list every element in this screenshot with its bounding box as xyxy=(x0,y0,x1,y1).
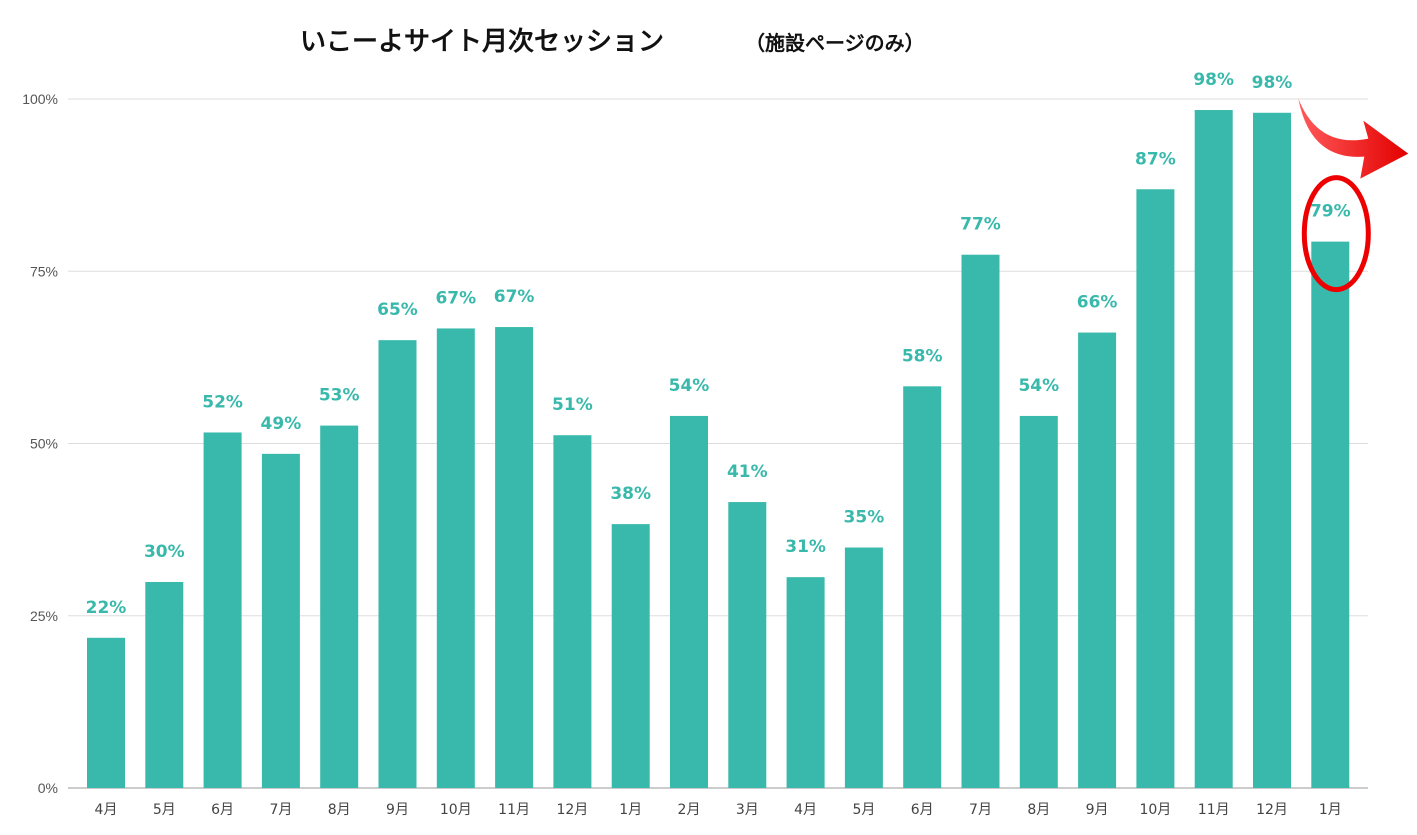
bar xyxy=(436,328,475,788)
data-label: 22% xyxy=(86,598,127,618)
x-tick-label: 9月 xyxy=(1086,802,1109,818)
bar xyxy=(611,524,650,788)
y-tick-label: 25% xyxy=(30,608,58,624)
data-label: 98% xyxy=(1252,73,1293,93)
y-tick-label: 50% xyxy=(30,436,58,452)
data-label: 87% xyxy=(1135,149,1176,169)
x-tick-label: 7月 xyxy=(269,802,292,818)
x-tick-label: 6月 xyxy=(911,802,934,818)
x-tick-label: 5月 xyxy=(852,802,875,818)
bars xyxy=(87,110,1350,789)
data-label: 49% xyxy=(261,414,302,434)
data-label: 35% xyxy=(844,508,885,528)
bar xyxy=(1136,189,1175,788)
bar xyxy=(320,425,359,788)
data-label: 52% xyxy=(202,392,243,412)
x-tick-label: 11月 xyxy=(498,802,530,818)
x-tick-label: 6月 xyxy=(211,802,234,818)
x-tick-label: 1月 xyxy=(619,802,642,818)
data-label: 67% xyxy=(494,287,535,307)
y-tick-label: 100% xyxy=(22,91,58,107)
x-tick-label: 3月 xyxy=(736,802,759,818)
bar xyxy=(903,386,942,788)
data-label: 38% xyxy=(610,484,651,504)
bar xyxy=(786,577,825,788)
arrow-icon xyxy=(1298,98,1409,179)
data-label: 65% xyxy=(377,300,418,320)
bar xyxy=(261,453,300,788)
bar xyxy=(378,340,417,788)
chart-title: いこーよサイト月次セッション xyxy=(300,27,664,57)
data-label: 54% xyxy=(1018,376,1059,396)
x-tick-label: 4月 xyxy=(95,802,118,818)
bar xyxy=(670,415,708,788)
bar xyxy=(1194,110,1233,789)
x-tick-label: 4月 xyxy=(794,802,817,818)
x-tick-label: 12月 xyxy=(1256,802,1288,818)
x-tick-label: 1月 xyxy=(1319,802,1342,818)
x-tick-label: 10月 xyxy=(440,802,472,818)
chart-title-group: いこーよサイト月次セッション （施設ページのみ） xyxy=(300,27,925,57)
bar xyxy=(495,327,534,788)
x-tick-label: 8月 xyxy=(328,802,351,818)
data-label: 66% xyxy=(1077,293,1118,313)
y-tick-label: 0% xyxy=(38,780,58,796)
x-tick-label: 2月 xyxy=(678,802,701,818)
data-label: 51% xyxy=(552,395,593,415)
data-label: 67% xyxy=(435,288,476,308)
x-tick-label: 9月 xyxy=(386,802,409,818)
x-tick-label: 12月 xyxy=(556,802,588,818)
x-tick-label: 8月 xyxy=(1027,802,1050,818)
bar xyxy=(728,502,767,788)
data-label: 79% xyxy=(1310,202,1351,222)
data-label: 77% xyxy=(960,215,1001,235)
bar xyxy=(553,435,592,788)
bar xyxy=(1311,241,1350,789)
data-label: 31% xyxy=(785,537,826,557)
y-tick-label: 75% xyxy=(30,263,58,279)
bar xyxy=(145,581,184,788)
x-tick-label: 11月 xyxy=(1198,802,1230,818)
data-labels: 22% 30% 52% 49% 53% 65% 67% 67% 51% 38% 54% 41% 31% 3… xyxy=(86,70,1351,618)
bar xyxy=(87,637,125,788)
bar xyxy=(1253,112,1291,788)
x-axis-ticks: 4月 5月 6月 7月 8月 9月 10月 11月 12月 1月 2月 3月 4月 5月 6月 7月 8月 9月 1… xyxy=(95,802,1342,818)
x-tick-label: 5月 xyxy=(153,802,176,818)
y-axis-ticks: 0% 25% 50% 75% 100% xyxy=(22,91,58,796)
highlight-annotation xyxy=(1298,98,1409,293)
data-label: 41% xyxy=(727,462,768,482)
bar xyxy=(203,432,242,788)
chart-subtitle: （施設ページのみ） xyxy=(745,31,925,55)
bar xyxy=(1078,332,1117,788)
data-label: 53% xyxy=(319,386,360,406)
data-label: 98% xyxy=(1193,70,1234,90)
x-tick-label: 10月 xyxy=(1139,802,1171,818)
data-label: 30% xyxy=(144,542,185,562)
bar xyxy=(961,254,1000,789)
data-label: 54% xyxy=(669,376,710,396)
data-label: 58% xyxy=(902,346,943,366)
bar xyxy=(844,547,883,788)
highlight-circle xyxy=(1301,175,1371,293)
bar xyxy=(1019,415,1058,788)
x-tick-label: 7月 xyxy=(969,802,992,818)
